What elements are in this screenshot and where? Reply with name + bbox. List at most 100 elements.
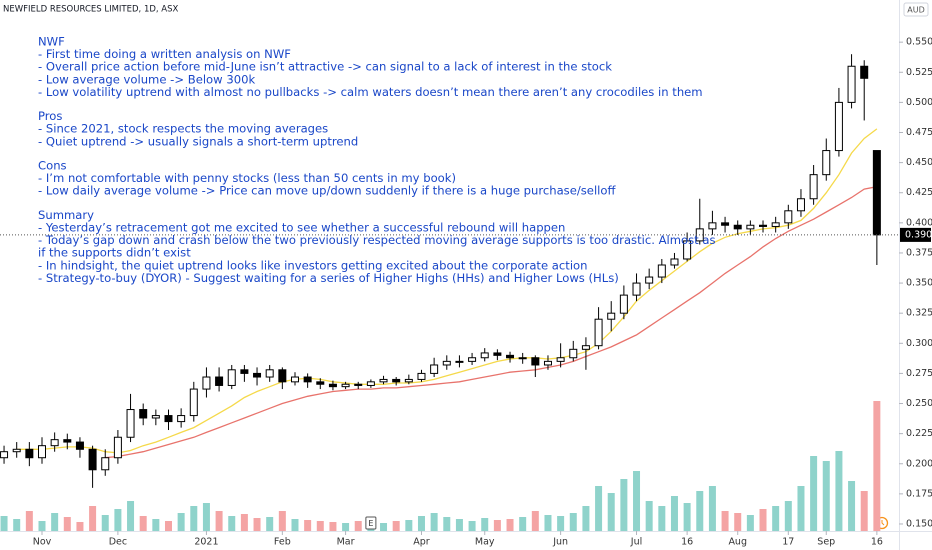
candle-body: [683, 240, 692, 260]
candle-body: [25, 448, 34, 459]
volume-bar: [759, 509, 767, 531]
y-tick-label: 0.400: [906, 217, 932, 228]
x-tick-label: Aug: [728, 537, 747, 548]
candle-body: [0, 451, 9, 459]
candle-body: [328, 383, 337, 388]
y-tick-label: 0.475: [906, 127, 932, 138]
volume-bar: [633, 471, 641, 531]
volume-bar: [114, 509, 122, 531]
volume-bar: [240, 514, 248, 531]
volume-bar: [810, 456, 818, 531]
candle-body: [455, 360, 464, 363]
volume-bar: [228, 516, 236, 531]
volume-bar: [177, 513, 185, 531]
x-tick-label: Jun: [552, 537, 568, 548]
note-line: - Since 2021, stock respects the moving …: [38, 122, 328, 136]
note-line: - Yesterday’s retracement got me excited…: [38, 221, 565, 235]
note-line: - Quiet uptrend -> usually signals a sho…: [38, 134, 358, 148]
volume-bar: [354, 521, 362, 531]
volume-bar: [531, 511, 539, 531]
volume-bar: [607, 493, 615, 531]
y-tick-label: 0.525: [906, 67, 932, 78]
volume-bar: [544, 515, 552, 531]
note-line: if the supports didn’t exist: [38, 246, 191, 260]
candle-body: [164, 415, 173, 423]
chart-title: NEWFIELD RESOURCES LIMITED, 1D, ASX: [3, 5, 179, 15]
volume-bar: [127, 501, 135, 531]
candle-body: [75, 441, 84, 450]
candle-body: [202, 376, 211, 390]
candle-body: [227, 369, 236, 386]
note-line: - First time doing a written analysis on…: [38, 47, 291, 61]
note-line: - Low average volume -> Below 300k: [38, 72, 255, 86]
volume-bar: [316, 521, 324, 531]
volume-bar: [443, 517, 451, 531]
clock-hands: [881, 520, 885, 526]
earnings-box: [365, 516, 377, 530]
candle-body: [569, 348, 578, 359]
volume-bar: [721, 511, 729, 531]
volume-bar: [481, 518, 489, 531]
volume-bar: [557, 516, 565, 531]
volume-bar: [582, 506, 590, 531]
volume-bar: [506, 519, 514, 531]
volume-bar: [38, 521, 46, 531]
candle-body: [493, 352, 502, 356]
y-tick-label: 0.325: [906, 308, 932, 319]
volume-bar: [468, 521, 476, 531]
volume-bar: [848, 481, 856, 531]
x-tick-label: Dec: [109, 537, 127, 548]
volume-bar: [569, 513, 577, 531]
candle-body: [265, 369, 274, 378]
volume-bar: [152, 519, 160, 531]
candle-body: [506, 354, 515, 359]
volume-bar: [13, 519, 21, 531]
candle-body: [733, 224, 742, 230]
volume-bar: [89, 506, 97, 531]
candle-body: [468, 357, 477, 362]
candle-body: [379, 378, 388, 383]
volume-bar: [430, 513, 438, 531]
candle-body: [822, 150, 831, 176]
y-tick-label: 0.450: [906, 157, 932, 168]
volume-bar: [190, 506, 198, 531]
x-tick-label: Apr: [413, 537, 430, 548]
volume-bar: [860, 491, 868, 531]
candle-body: [151, 415, 160, 419]
note-heading: NWF: [38, 35, 65, 49]
candle-body: [392, 378, 401, 383]
y-tick-label: 0.375: [906, 247, 932, 258]
volume-bar: [139, 516, 147, 531]
x-tick-label: Mar: [337, 537, 355, 548]
candle-body: [189, 388, 198, 417]
volume-bar: [835, 451, 843, 531]
note-heading: Pros: [38, 109, 62, 123]
volume-bar: [746, 515, 754, 531]
volume-bar: [380, 523, 388, 531]
volume-bar: [266, 517, 274, 531]
currency-box: [903, 2, 929, 17]
volume-bar: [708, 486, 716, 531]
x-tick-label: 16: [871, 537, 883, 548]
volume-bar: [696, 491, 704, 531]
volume-bar: [278, 511, 286, 531]
candle-body: [88, 448, 97, 471]
moving-average-line: [105, 186, 878, 459]
note-line: - In hindsight, the quiet uptrend looks …: [38, 258, 587, 272]
candle-body: [708, 222, 717, 230]
volume-bar: [595, 486, 603, 531]
candle-body: [417, 372, 426, 380]
candle-body: [860, 65, 869, 79]
currency: AUD: [907, 6, 925, 15]
volume-bar: [51, 513, 59, 531]
volume-bar: [202, 503, 210, 531]
note-line: - Overall price action before mid-June i…: [38, 60, 612, 74]
volume-bar: [405, 520, 413, 531]
candle-body: [278, 369, 287, 383]
candle-body: [834, 101, 843, 152]
candle-body: [215, 376, 224, 386]
volume-bar: [63, 517, 71, 531]
x-tick-label: 16: [681, 537, 693, 548]
x-tick-label: 2021: [194, 537, 218, 548]
candle-body: [341, 383, 350, 388]
